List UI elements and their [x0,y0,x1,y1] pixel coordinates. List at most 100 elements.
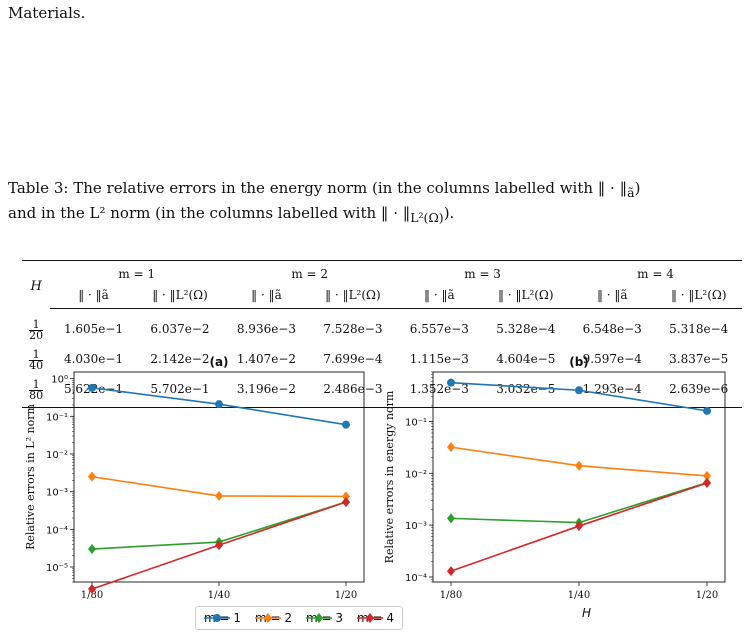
y-tick-label: 10⁰ [51,375,68,386]
h-value: 1 40 [22,344,50,374]
y-axis-label: Relative errors in L² norm [24,404,37,550]
subheader-l2: ‖ · ‖L²(Ω) [482,284,570,309]
data-point [342,420,350,429]
y-tick-label: 10⁻⁴ [46,525,68,536]
error-cell: 7.699e−4 [323,351,383,366]
caption-label: Table 3: [8,179,69,197]
error-cell: 1.115e−3 [409,351,469,366]
error-cell: 6.557e−3 [409,321,469,336]
error-cell: 5.328e−4 [496,321,556,336]
y-tick-label: 10⁻³ [46,488,68,499]
subheader-l2: ‖ · ‖L²(Ω) [655,284,742,309]
chart-a: (a) 10⁰ 10⁻¹ 10⁻² 10⁻³ 10⁻⁴ 10⁻⁵ 1/80 1/40 1/20 Re… [24,356,365,601]
data-point [88,544,96,555]
caption-line2: and in the L² norm (in the columns label… [8,204,411,222]
error-cell: 1.352e−3 [396,373,483,408]
y-tick-label: 10⁻⁵ [46,563,68,574]
legend-marker [264,613,273,623]
error-cell: 5.702e−1 [136,373,224,408]
table-row: 1 20 1.605e−1 6.037e−2 8.936e−3 7.528e−3 6.557… [22,309,742,344]
x-axis-label: H [582,606,592,620]
error-cell: 6.548e−3 [582,321,642,336]
y-axis-label: Relative errors in energy norm [383,390,396,563]
h-value: 1 80 [22,373,51,408]
y-tick-label: 10⁻² [46,450,68,461]
h-numerator: 1 [29,379,44,391]
h-numerator: 1 [29,349,44,361]
error-cell: 6.037e−2 [150,321,210,336]
plot-frame [432,371,726,583]
subheader-l2: ‖ · ‖L²(Ω) [309,284,397,309]
h-value: 1 20 [22,309,50,344]
caption-sub1: ã [627,185,635,200]
caption-line1-end: ) [634,179,641,197]
x-tick-label: 1/20 [696,590,718,601]
error-cell: 3.837e−5 [669,351,729,366]
group-header-m3: m = 3 [396,260,570,284]
x-tick-label: 1/40 [568,590,590,601]
error-cell: 1.605e−1 [63,321,124,336]
data-point [447,513,455,524]
group-header-m4: m = 4 [569,260,742,284]
group-header-m2: m = 2 [223,260,397,284]
error-cell: 1.407e−2 [236,351,297,366]
error-cell: 8.936e−3 [236,321,297,336]
caption-line1: The relative errors in the energy norm (… [73,179,628,197]
legend-marker [213,614,221,622]
h-denominator: 40 [29,358,44,372]
error-cell: 3.196e−2 [223,373,310,408]
table-row: 1 40 4.030e−1 2.142e−2 1.407e−2 7.699e−4 1.115… [22,344,742,374]
y-tick-label: 10⁻⁴ [405,573,427,584]
data-point [88,383,96,392]
data-point [342,497,350,508]
y-tick-label: 10⁻³ [405,521,427,532]
error-cell: 4.030e−1 [63,351,124,366]
chart-title: (a) [209,356,228,369]
legend-item: m = 4 [357,611,394,625]
chart-title: (b) [569,356,589,369]
legend-item: m = 1 [204,611,241,625]
error-cell: 4.604e−5 [496,351,556,366]
previous-text-fragment: Materials. [8,4,86,22]
x-tick-label: 1/80 [81,590,103,601]
y-tick-label: 10⁻² [405,469,427,480]
error-cell: 2.639e−6 [655,373,742,408]
data-point [342,491,350,502]
data-point [575,521,583,532]
h-column-header: H [22,260,51,309]
data-point [447,442,455,453]
data-point [703,406,711,415]
legend-swatch [357,613,384,623]
data-point [88,584,96,595]
data-point [215,490,223,501]
caption-line2-end: ). [443,204,455,222]
chart-b: (b) 10⁻¹ 10⁻² 10⁻³ 10⁻⁴ 1/80 1/40 1/20 Relative … [383,356,726,601]
legend: m = 1 m = 2 m = 3 m = 4 [195,606,404,630]
series-line [450,481,708,524]
legend-marker [366,613,375,623]
legend-swatch [255,613,282,623]
data-point [88,471,96,482]
subheader-l2: ‖ · ‖L²(Ω) [136,284,224,309]
x-tick-label: 1/40 [208,590,230,601]
error-cell: 9.597e−4 [582,351,642,366]
caption-sub2: L²(Ω) [410,210,444,225]
data-point [215,540,223,551]
error-cell: 5.318e−4 [669,321,729,336]
error-cell: 2.142e−2 [150,351,210,366]
error-cell: 2.486e−3 [309,373,397,408]
x-tick-label: 1/20 [335,590,357,601]
subheader-energy: ‖ · ‖ã [569,284,656,309]
error-table: H m = 1 m = 2 m = 3 m = 4 ‖ · ‖ã ‖ · ‖L²… [22,260,742,408]
h-denominator: 20 [29,328,44,342]
data-point [703,470,711,481]
y-tick-label: 10⁻¹ [405,417,427,428]
legend-swatch [306,613,333,623]
subheader-energy: ‖ · ‖ã [396,284,483,309]
table-caption: Table 3: The relative errors in the ener… [8,178,743,228]
subheader-energy: ‖ · ‖ã [50,284,137,309]
data-point [703,478,711,489]
group-header-m1: m = 1 [50,260,224,284]
legend-item: m = 3 [306,611,343,625]
legend-marker [315,613,324,623]
